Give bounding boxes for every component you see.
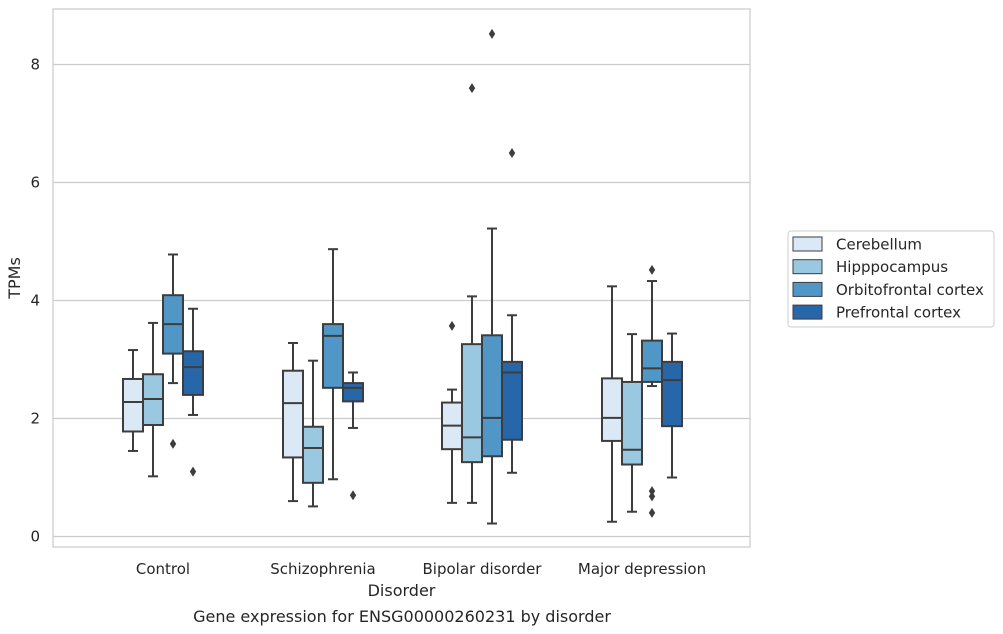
box-1-3: [342, 371, 364, 501]
box-body: [322, 323, 344, 389]
plot-frame: [52, 8, 751, 548]
legend-frame: [787, 230, 995, 328]
box-body: [302, 425, 324, 484]
plot-boxes: [122, 28, 683, 525]
outlier-point: [189, 466, 197, 477]
x-tick-label: Schizophrenia: [270, 560, 375, 578]
x-tick-labels: Control Schizophrenia Bipolar disorder Majo…: [136, 560, 706, 578]
outlier-point: [648, 486, 656, 497]
box-1-0: [282, 341, 304, 503]
box-3-0: [601, 285, 623, 523]
box-0-1: [142, 321, 164, 478]
legend-label: Cerebellum: [836, 236, 922, 254]
legend-label: Orbitofrontal cortex: [836, 281, 984, 299]
outlier-point: [349, 490, 357, 501]
legend: Cerebellum Hipppocampus Orbitofrontal cort…: [787, 230, 995, 328]
legend-swatch: [792, 281, 823, 297]
legend-swatch: [792, 236, 823, 252]
y-tick-label: 6: [30, 174, 40, 192]
box-body: [601, 377, 623, 442]
box-body: [501, 360, 523, 441]
legend-swatch: [792, 259, 823, 275]
box-body: [481, 334, 503, 458]
outlier-point: [648, 507, 656, 518]
box-1-1: [302, 359, 324, 508]
box-3-3: [661, 332, 683, 479]
box-body: [282, 369, 304, 459]
gridlines: [53, 63, 750, 538]
x-tick-label: Bipolar disorder: [423, 560, 543, 578]
legend-label: Prefrontal cortex: [836, 304, 961, 322]
outlier-point: [648, 264, 656, 275]
y-tick-label: 0: [30, 528, 40, 546]
outlier-point: [468, 83, 476, 94]
box-3-2: [641, 264, 663, 518]
box-2-1: [461, 83, 483, 504]
y-tick-label: 4: [30, 292, 40, 310]
box-0-0: [122, 349, 144, 452]
box-body: [342, 382, 364, 403]
legend-label: Hipppocampus: [836, 258, 948, 276]
outlier-point: [169, 438, 177, 449]
box-body: [461, 343, 483, 464]
box-3-1: [621, 333, 643, 513]
y-tick-labels: 0 2 4 6 8: [30, 56, 40, 546]
box-body: [182, 350, 204, 396]
box-0-2: [162, 253, 184, 449]
box-body: [661, 360, 683, 428]
box-0-3: [182, 307, 204, 477]
box-1-2: [322, 248, 344, 481]
x-tick-label: Control: [136, 560, 190, 578]
outlier-point: [488, 28, 496, 39]
y-tick-label: 2: [30, 410, 40, 428]
chart-caption: Gene expression for ENSG00000260231 by d…: [193, 607, 611, 626]
box-2-3: [501, 148, 523, 474]
outlier-point: [448, 320, 456, 331]
box-body: [641, 339, 663, 383]
box-body: [621, 380, 643, 466]
y-tick-label: 8: [30, 56, 40, 74]
legend-swatch: [792, 304, 823, 320]
box-body: [122, 377, 144, 433]
y-axis-title: TPMs: [5, 257, 24, 300]
x-tick-label: Major depression: [578, 560, 706, 578]
x-axis-title: Disorder: [368, 581, 436, 600]
outlier-point: [508, 148, 516, 158]
outlier-point: [648, 491, 656, 502]
box-2-0: [441, 320, 463, 504]
box-2-2: [481, 28, 503, 525]
